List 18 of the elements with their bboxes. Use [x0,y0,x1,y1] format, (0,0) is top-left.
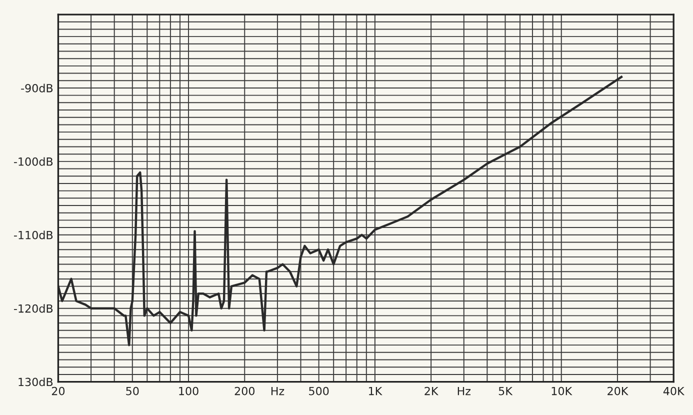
x-tick-label: 200 [234,386,254,396]
y-tick-label: 130dB [18,378,53,386]
x-tick-label: 1K [368,387,382,396]
x-tick-label: 20 [52,386,65,396]
x-tick-label: 10K [552,386,572,396]
x-tick-label: 5K [498,387,513,396]
x-tick-label: 2K [424,386,438,396]
x-tick-label: 500 [309,386,329,396]
y-tick-label: -120dB [14,304,53,313]
x-tick-label: Hz [458,387,470,396]
y-tick-label: -90dB [21,84,53,92]
x-tick-label: 50 [126,386,139,396]
x-tick-label: 20K [608,386,628,396]
x-tick-label: 40K [663,386,685,396]
x-tick-label: 100 [179,386,198,396]
x-tick-label: Hz [271,387,284,396]
y-tick-label: -100dB [14,157,53,166]
y-tick-label: -110dB [14,230,53,240]
